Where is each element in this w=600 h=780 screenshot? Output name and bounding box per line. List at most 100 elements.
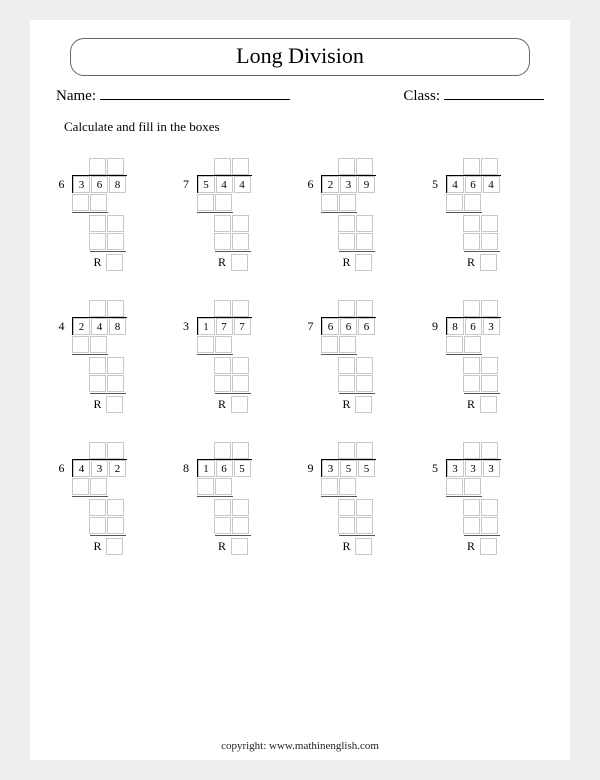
remainder-box[interactable] xyxy=(231,538,248,555)
work-box[interactable] xyxy=(339,336,356,353)
work-box[interactable] xyxy=(481,357,498,374)
quotient-box[interactable] xyxy=(107,158,124,175)
work-box[interactable] xyxy=(481,215,498,232)
work-box[interactable] xyxy=(464,194,481,211)
quotient-box[interactable] xyxy=(232,442,249,459)
work-box[interactable] xyxy=(481,233,498,250)
work-box[interactable] xyxy=(214,215,231,232)
quotient-box[interactable] xyxy=(89,158,106,175)
work-box[interactable] xyxy=(215,336,232,353)
work-box[interactable] xyxy=(464,478,481,495)
work-box[interactable] xyxy=(107,499,124,516)
quotient-box[interactable] xyxy=(356,442,373,459)
work-box[interactable] xyxy=(356,233,373,250)
work-box[interactable] xyxy=(463,233,480,250)
work-box[interactable] xyxy=(338,517,355,534)
remainder-box[interactable] xyxy=(355,254,372,271)
work-box[interactable] xyxy=(214,517,231,534)
class-blank[interactable] xyxy=(444,86,544,100)
work-box[interactable] xyxy=(107,233,124,250)
work-box[interactable] xyxy=(89,375,106,392)
quotient-box[interactable] xyxy=(356,158,373,175)
work-box[interactable] xyxy=(339,478,356,495)
work-box[interactable] xyxy=(214,375,231,392)
work-box[interactable] xyxy=(232,499,249,516)
work-box[interactable] xyxy=(232,233,249,250)
work-box[interactable] xyxy=(214,499,231,516)
remainder-box[interactable] xyxy=(231,254,248,271)
work-box[interactable] xyxy=(89,233,106,250)
remainder-box[interactable] xyxy=(355,396,372,413)
quotient-box[interactable] xyxy=(463,442,480,459)
work-box[interactable] xyxy=(481,375,498,392)
work-box[interactable] xyxy=(107,357,124,374)
remainder-box[interactable] xyxy=(480,396,497,413)
remainder-box[interactable] xyxy=(355,538,372,555)
work-box[interactable] xyxy=(338,499,355,516)
work-box[interactable] xyxy=(464,336,481,353)
work-box[interactable] xyxy=(215,194,232,211)
quotient-box[interactable] xyxy=(107,442,124,459)
work-box[interactable] xyxy=(338,233,355,250)
work-box[interactable] xyxy=(338,375,355,392)
remainder-box[interactable] xyxy=(231,396,248,413)
work-box[interactable] xyxy=(72,336,89,353)
work-box[interactable] xyxy=(463,517,480,534)
work-box[interactable] xyxy=(446,194,463,211)
quotient-box[interactable] xyxy=(107,300,124,317)
work-box[interactable] xyxy=(90,478,107,495)
quotient-box[interactable] xyxy=(89,442,106,459)
work-box[interactable] xyxy=(89,499,106,516)
work-box[interactable] xyxy=(463,357,480,374)
work-box[interactable] xyxy=(232,215,249,232)
quotient-box[interactable] xyxy=(232,158,249,175)
work-box[interactable] xyxy=(339,194,356,211)
work-box[interactable] xyxy=(72,478,89,495)
name-blank[interactable] xyxy=(100,86,290,100)
quotient-box[interactable] xyxy=(463,300,480,317)
work-box[interactable] xyxy=(356,517,373,534)
work-box[interactable] xyxy=(321,194,338,211)
work-box[interactable] xyxy=(446,478,463,495)
work-box[interactable] xyxy=(356,215,373,232)
work-box[interactable] xyxy=(481,499,498,516)
quotient-box[interactable] xyxy=(232,300,249,317)
quotient-box[interactable] xyxy=(481,442,498,459)
work-box[interactable] xyxy=(356,357,373,374)
quotient-box[interactable] xyxy=(338,300,355,317)
work-box[interactable] xyxy=(215,478,232,495)
work-box[interactable] xyxy=(321,478,338,495)
work-box[interactable] xyxy=(197,336,214,353)
remainder-box[interactable] xyxy=(106,396,123,413)
remainder-box[interactable] xyxy=(106,538,123,555)
quotient-box[interactable] xyxy=(356,300,373,317)
work-box[interactable] xyxy=(72,194,89,211)
work-box[interactable] xyxy=(338,357,355,374)
work-box[interactable] xyxy=(89,517,106,534)
work-box[interactable] xyxy=(107,215,124,232)
quotient-box[interactable] xyxy=(214,158,231,175)
work-box[interactable] xyxy=(463,499,480,516)
quotient-box[interactable] xyxy=(214,442,231,459)
work-box[interactable] xyxy=(214,233,231,250)
quotient-box[interactable] xyxy=(481,300,498,317)
work-box[interactable] xyxy=(463,215,480,232)
work-box[interactable] xyxy=(197,478,214,495)
work-box[interactable] xyxy=(107,517,124,534)
work-box[interactable] xyxy=(107,375,124,392)
work-box[interactable] xyxy=(356,499,373,516)
work-box[interactable] xyxy=(214,357,231,374)
work-box[interactable] xyxy=(90,194,107,211)
work-box[interactable] xyxy=(89,357,106,374)
work-box[interactable] xyxy=(90,336,107,353)
work-box[interactable] xyxy=(338,215,355,232)
work-box[interactable] xyxy=(356,375,373,392)
remainder-box[interactable] xyxy=(480,538,497,555)
work-box[interactable] xyxy=(232,375,249,392)
quotient-box[interactable] xyxy=(338,442,355,459)
quotient-box[interactable] xyxy=(463,158,480,175)
quotient-box[interactable] xyxy=(214,300,231,317)
work-box[interactable] xyxy=(89,215,106,232)
work-box[interactable] xyxy=(232,517,249,534)
quotient-box[interactable] xyxy=(89,300,106,317)
